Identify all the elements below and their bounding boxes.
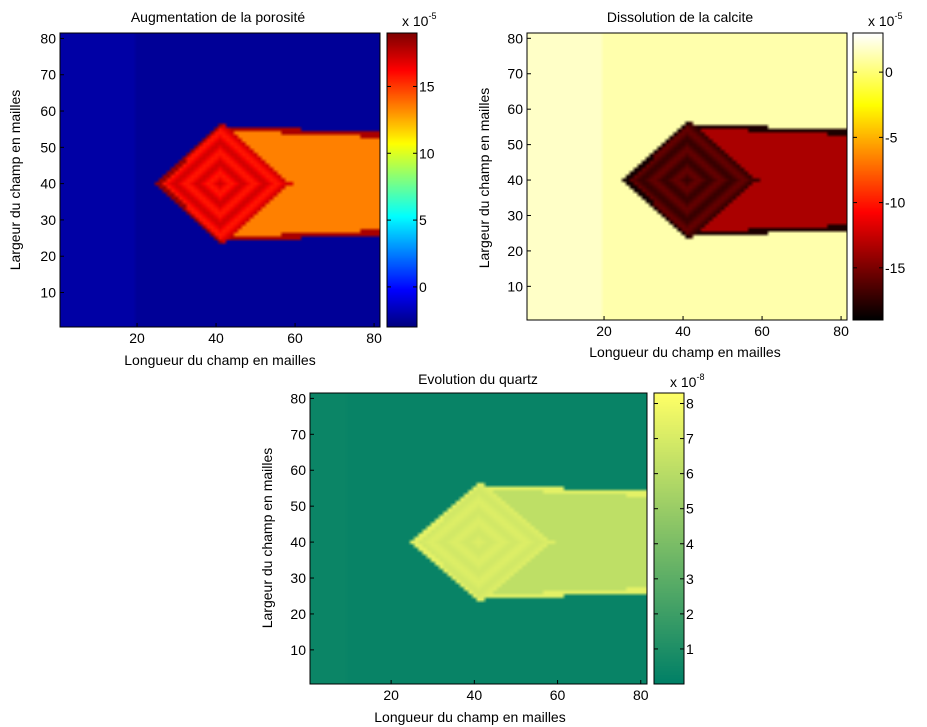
colorbar: 0 -5 -10 -15 x 10-5 xyxy=(852,11,905,321)
y-axis-ticks: 10 20 30 40 50 60 70 80 xyxy=(40,30,64,301)
x-tick-label: 60 xyxy=(550,687,566,703)
colorbar-scale-label: x 10-5 xyxy=(868,11,902,29)
colorbar-tick-label: 3 xyxy=(686,571,694,587)
plot-frame xyxy=(309,392,648,685)
y-axis-label: Largeur du champ en mailles xyxy=(7,90,23,271)
y-tick-label: 40 xyxy=(507,172,523,188)
x-axis-ticks: 20 40 60 80 xyxy=(383,680,649,703)
colorbar-tick-label: -15 xyxy=(885,260,905,276)
colorbar: 1 2 3 4 5 6 7 8 x 10-8 xyxy=(653,372,704,685)
x-axis-label: Longueur du champ en mailles xyxy=(374,709,565,725)
colorbar-scale-label: x 10-8 xyxy=(670,372,704,390)
plot-frame xyxy=(526,32,848,321)
y-tick-label: 60 xyxy=(290,462,306,478)
colorbar-ticks: 1 2 3 4 5 6 7 8 xyxy=(654,396,694,657)
y-tick-label: 10 xyxy=(40,285,56,301)
heatmap-raster xyxy=(527,33,847,320)
x-tick-label: 40 xyxy=(467,687,483,703)
panel-title: Evolution du quartz xyxy=(418,371,538,387)
colorbar-gradient xyxy=(387,33,417,327)
calcite-panel: Dissolution de la calcite 20 40 60 80 10 20 3… xyxy=(476,9,905,360)
colorbar-frame xyxy=(653,392,685,685)
y-tick-label: 60 xyxy=(40,103,56,119)
colorbar-scale-label: x 10-5 xyxy=(402,11,436,29)
y-tick-label: 70 xyxy=(290,426,306,442)
colorbar-tick-label: 8 xyxy=(686,396,694,412)
colorbar-ticks: 0 5 10 15 xyxy=(387,78,435,295)
quartz-panel: Evolution du quartz 20 40 60 80 10 20 30 40 50 6… xyxy=(259,371,704,725)
y-tick-label: 30 xyxy=(507,207,523,223)
y-tick-label: 80 xyxy=(290,390,306,406)
colorbar-tick-label: 6 xyxy=(686,466,694,482)
x-tick-label: 80 xyxy=(366,330,382,346)
colorbar-tick-label: 10 xyxy=(419,145,435,161)
y-tick-label: 40 xyxy=(290,534,306,550)
heatmap-image xyxy=(60,33,380,327)
colorbar-gradient xyxy=(654,393,684,684)
colorbar-ticks: 0 -5 -10 -15 xyxy=(853,64,905,276)
y-tick-label: 80 xyxy=(40,30,56,46)
colorbar-tick-label: 0 xyxy=(885,64,893,80)
plot-frame xyxy=(59,32,381,328)
y-tick-label: 10 xyxy=(290,642,306,658)
x-tick-label: 40 xyxy=(675,323,691,339)
y-tick-label: 50 xyxy=(290,498,306,514)
y-tick-label: 50 xyxy=(507,137,523,153)
heatmap-raster xyxy=(60,33,380,327)
y-tick-label: 10 xyxy=(507,278,523,294)
x-tick-label: 60 xyxy=(754,323,770,339)
heatmap-image xyxy=(527,33,847,320)
porosity-panel: Augmentation de la porosité 20 40 60 80 10 2… xyxy=(7,9,436,368)
x-axis-ticks: 20 40 60 80 xyxy=(596,316,849,339)
y-axis-ticks: 10 20 30 40 50 60 70 80 xyxy=(507,30,531,294)
y-tick-label: 50 xyxy=(40,139,56,155)
colorbar-tick-label: -10 xyxy=(885,195,905,211)
x-axis-label: Longueur du champ en mailles xyxy=(124,352,315,368)
colorbar-tick-label: 1 xyxy=(686,641,694,657)
x-tick-label: 60 xyxy=(287,330,303,346)
x-axis-label: Longueur du champ en mailles xyxy=(589,344,780,360)
colorbar-tick-label: 15 xyxy=(419,78,435,94)
y-tick-label: 30 xyxy=(290,570,306,586)
colorbar: 0 5 10 15 x 10-5 xyxy=(386,11,436,328)
colorbar-tick-label: 5 xyxy=(419,212,427,228)
x-tick-label: 20 xyxy=(596,323,612,339)
colorbar-frame xyxy=(386,32,418,328)
y-tick-label: 40 xyxy=(40,176,56,192)
heatmap-image xyxy=(310,393,647,684)
y-tick-label: 20 xyxy=(507,243,523,259)
heatmap-raster xyxy=(310,393,647,684)
colorbar-tick-label: 0 xyxy=(419,279,427,295)
y-tick-label: 80 xyxy=(507,30,523,46)
x-tick-label: 80 xyxy=(833,323,849,339)
colorbar-tick-label: 5 xyxy=(686,501,694,517)
y-axis-label: Largeur du champ en mailles xyxy=(259,448,275,629)
colorbar-frame xyxy=(852,32,884,321)
x-tick-label: 20 xyxy=(129,330,145,346)
x-axis-ticks: 20 40 60 80 xyxy=(129,323,382,346)
y-tick-label: 20 xyxy=(290,606,306,622)
panel-title: Dissolution de la calcite xyxy=(607,9,754,25)
y-axis-label: Largeur du champ en mailles xyxy=(476,88,492,269)
colorbar-gradient xyxy=(853,33,883,320)
y-tick-label: 20 xyxy=(40,248,56,264)
y-axis-ticks: 10 20 30 40 50 60 70 80 xyxy=(290,390,314,658)
colorbar-tick-label: 2 xyxy=(686,606,694,622)
x-tick-label: 80 xyxy=(633,687,649,703)
x-tick-label: 40 xyxy=(208,330,224,346)
colorbar-tick-label: -5 xyxy=(885,129,898,145)
x-tick-label: 20 xyxy=(383,687,399,703)
y-tick-label: 70 xyxy=(40,67,56,83)
y-tick-label: 60 xyxy=(507,101,523,117)
colorbar-tick-label: 4 xyxy=(686,536,694,552)
colorbar-tick-label: 7 xyxy=(686,431,694,447)
panel-title: Augmentation de la porosité xyxy=(131,9,306,25)
y-tick-label: 70 xyxy=(507,66,523,82)
y-tick-label: 30 xyxy=(40,212,56,228)
